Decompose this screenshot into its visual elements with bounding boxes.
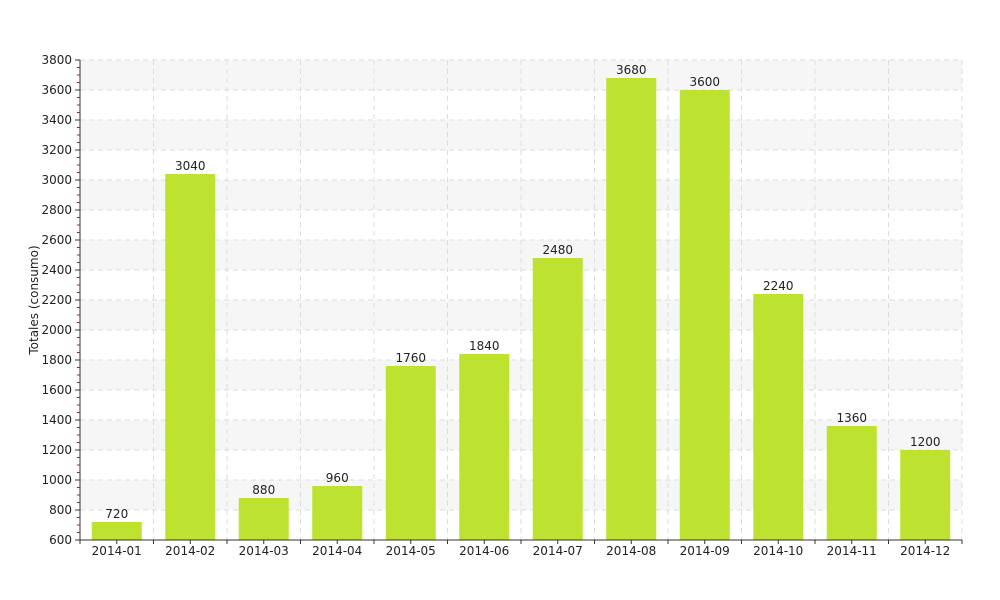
bar	[606, 78, 657, 540]
bars	[91, 78, 951, 540]
bar	[900, 450, 951, 540]
x-tick-label: 2014-04	[312, 544, 362, 558]
bar	[459, 354, 510, 540]
bar-value-label: 1840	[469, 339, 500, 353]
bar	[238, 498, 289, 540]
y-tick-label: 800	[49, 503, 72, 517]
bar-value-label: 3600	[689, 75, 720, 89]
bar-value-label: 3680	[616, 63, 647, 77]
bar	[91, 522, 142, 540]
bar-value-labels: 720 3040 880 960 1760 1840 2480 3680 3600 2240 136…	[105, 63, 940, 521]
y-tick-label: 1000	[41, 473, 72, 487]
bar	[753, 294, 804, 540]
y-tick-label: 3200	[41, 143, 72, 157]
bar	[312, 486, 363, 540]
bar	[532, 258, 583, 540]
x-tick-label: 2014-11	[827, 544, 877, 558]
x-tick-label: 2014-10	[753, 544, 803, 558]
y-axis-title: Totales (consumo)	[27, 245, 41, 355]
y-axis-ticks: 600 800 1000 1200 1400 1600 1800 2000 2200 2400 26…	[41, 53, 80, 547]
bar	[165, 174, 216, 540]
bar-value-label: 960	[326, 471, 349, 485]
bar	[826, 426, 877, 540]
bar-value-label: 3040	[175, 159, 206, 173]
x-tick-label: 2014-03	[239, 544, 289, 558]
y-tick-label: 3600	[41, 83, 72, 97]
y-tick-label: 3400	[41, 113, 72, 127]
x-tick-label: 2014-01	[92, 544, 142, 558]
y-tick-label: 3000	[41, 173, 72, 187]
y-tick-label: 1400	[41, 413, 72, 427]
y-tick-label: 600	[49, 533, 72, 547]
y-tick-label: 2400	[41, 263, 72, 277]
bar	[385, 366, 436, 540]
bar-value-label: 1760	[395, 351, 426, 365]
grid-lines	[79, 59, 963, 540]
bar-value-label: 880	[252, 483, 275, 497]
bar-value-label: 720	[105, 507, 128, 521]
bar	[679, 90, 730, 540]
bar-value-label: 2240	[763, 279, 794, 293]
bar-value-label: 1360	[836, 411, 867, 425]
y-tick-label: 2600	[41, 233, 72, 247]
y-tick-label: 2800	[41, 203, 72, 217]
bar-value-label: 1200	[910, 435, 941, 449]
x-tick-label: 2014-06	[459, 544, 509, 558]
x-tick-label: 2014-05	[386, 544, 436, 558]
y-tick-label: 2200	[41, 293, 72, 307]
x-tick-label: 2014-02	[165, 544, 215, 558]
bar-value-label: 2480	[542, 243, 573, 257]
x-tick-label: 2014-07	[533, 544, 583, 558]
y-tick-label: 3800	[41, 53, 72, 67]
x-tick-label: 2014-09	[680, 544, 730, 558]
x-tick-label: 2014-12	[900, 544, 950, 558]
y-tick-label: 2000	[41, 323, 72, 337]
x-tick-label: 2014-08	[606, 544, 656, 558]
x-axis-ticks: 2014-01 2014-02 2014-03 2014-04 2014-05 2014-…	[79, 540, 963, 558]
y-tick-label: 1600	[41, 383, 72, 397]
y-tick-label: 1200	[41, 443, 72, 457]
y-tick-label: 1800	[41, 353, 72, 367]
